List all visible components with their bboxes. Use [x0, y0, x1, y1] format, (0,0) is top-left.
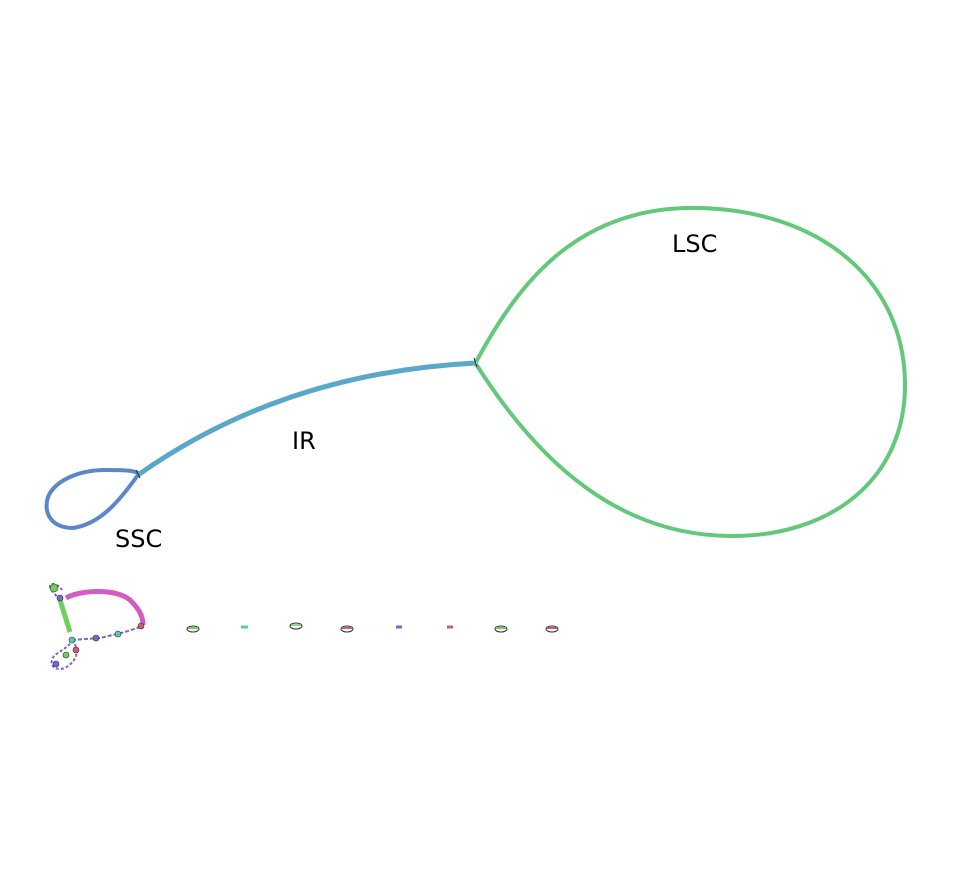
contig-node — [340, 625, 354, 633]
small-contigs — [186, 622, 559, 633]
contig-node — [186, 625, 200, 633]
ssc-loop-edge — [44, 467, 140, 531]
ir-edge — [136, 360, 477, 478]
lsc-label: LSC — [672, 230, 717, 258]
junction-node — [135, 469, 141, 479]
ir-label: IR — [292, 427, 316, 455]
fragmented-component — [48, 582, 146, 670]
contig-node — [494, 625, 508, 633]
contig-node — [289, 622, 303, 630]
ssc-label: SSC — [115, 525, 162, 553]
lsc-loop-edge — [474, 205, 908, 539]
contig-node — [545, 625, 559, 633]
junction-node — [473, 357, 478, 368]
